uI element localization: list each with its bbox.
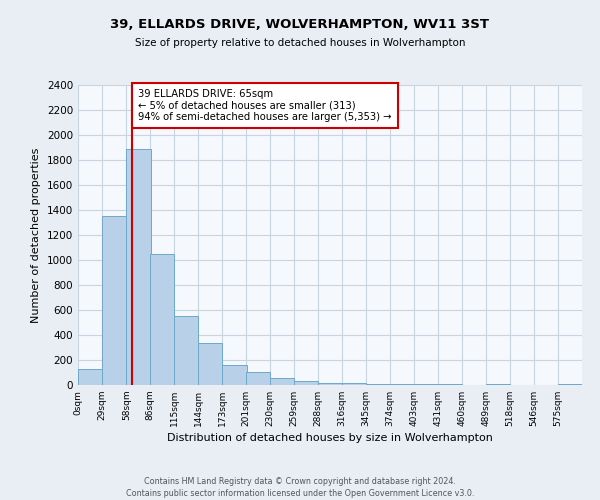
Bar xyxy=(127,149,151,385)
Bar xyxy=(294,381,319,385)
Bar xyxy=(366,384,390,385)
Bar xyxy=(270,378,294,385)
Bar xyxy=(558,384,582,385)
Text: Size of property relative to detached houses in Wolverhampton: Size of property relative to detached ho… xyxy=(135,38,465,48)
Bar xyxy=(341,383,366,385)
Bar xyxy=(414,384,439,385)
Y-axis label: Number of detached properties: Number of detached properties xyxy=(31,148,41,322)
Bar xyxy=(198,342,223,385)
Bar xyxy=(223,365,247,385)
X-axis label: Distribution of detached houses by size in Wolverhampton: Distribution of detached houses by size … xyxy=(167,433,493,443)
Bar xyxy=(150,254,174,385)
Bar xyxy=(319,382,343,385)
Text: 39, ELLARDS DRIVE, WOLVERHAMPTON, WV11 3ST: 39, ELLARDS DRIVE, WOLVERHAMPTON, WV11 3… xyxy=(110,18,490,30)
Bar xyxy=(102,216,127,385)
Bar xyxy=(174,316,198,385)
Bar xyxy=(486,384,510,385)
Bar xyxy=(78,370,102,385)
Text: Contains HM Land Registry data © Crown copyright and database right 2024.
Contai: Contains HM Land Registry data © Crown c… xyxy=(126,476,474,498)
Bar xyxy=(437,384,462,385)
Text: 39 ELLARDS DRIVE: 65sqm
← 5% of detached houses are smaller (313)
94% of semi-de: 39 ELLARDS DRIVE: 65sqm ← 5% of detached… xyxy=(138,89,392,122)
Bar xyxy=(246,372,270,385)
Bar xyxy=(390,384,414,385)
